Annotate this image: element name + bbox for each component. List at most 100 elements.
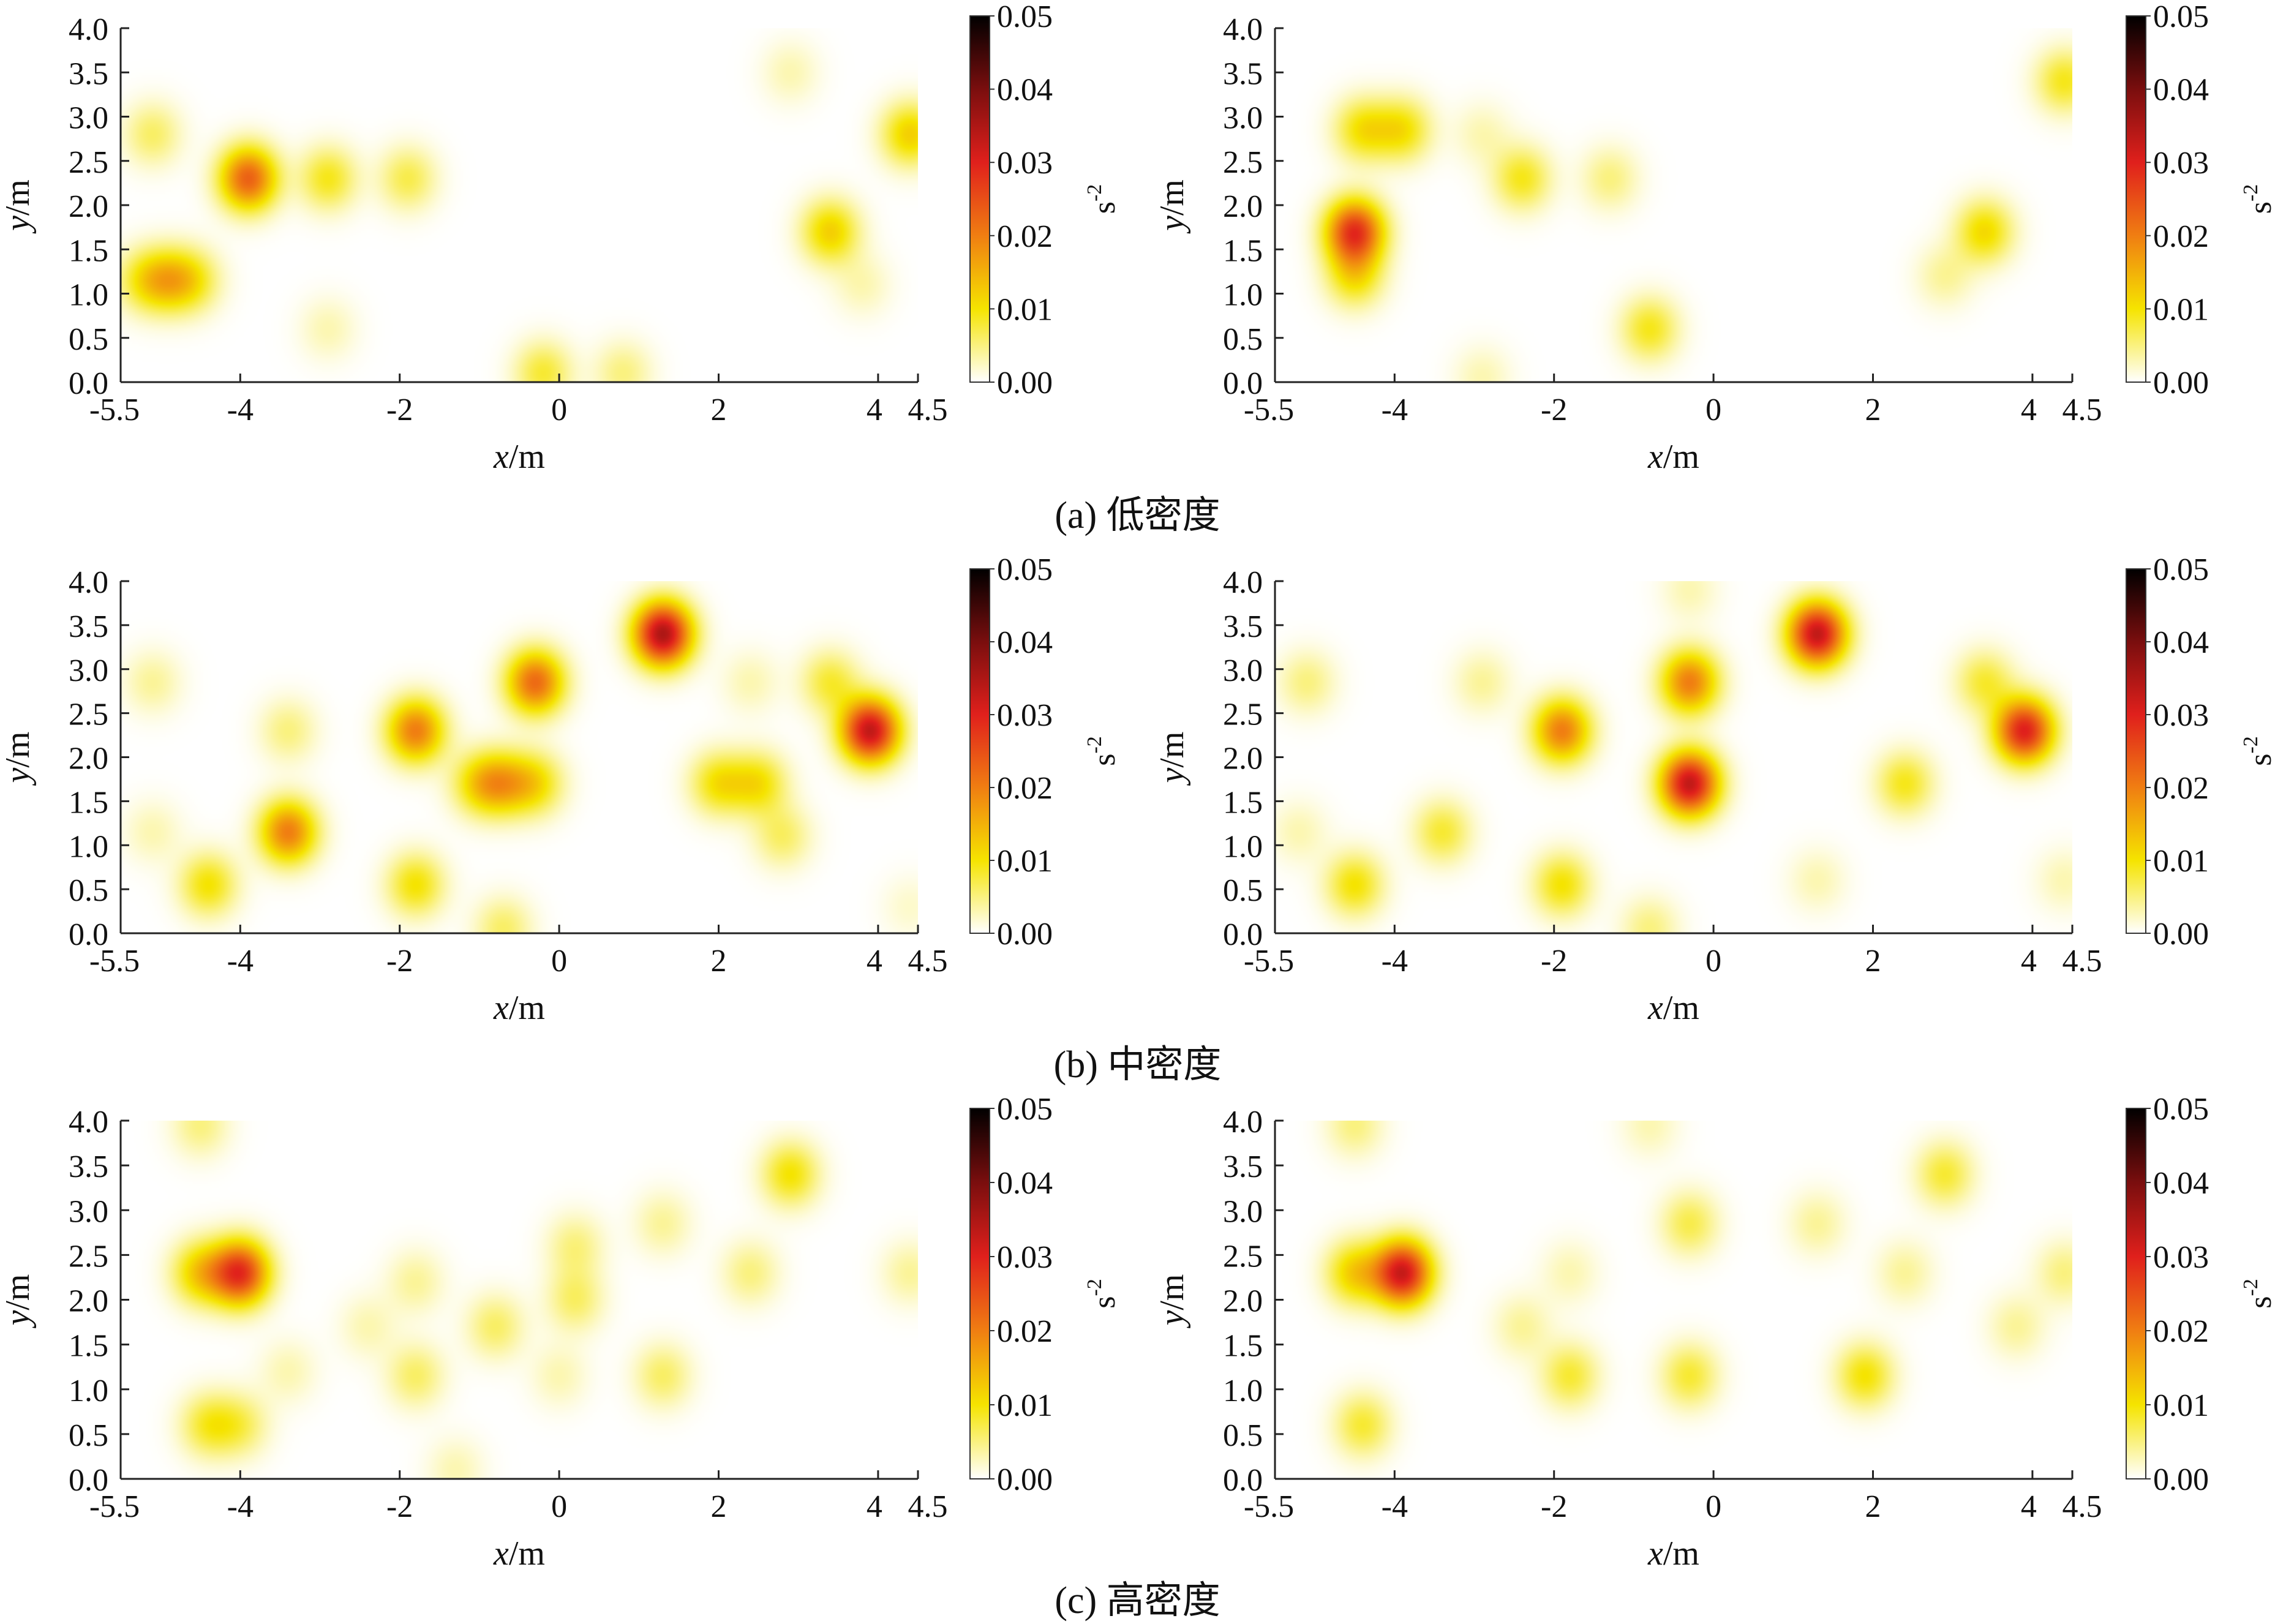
colorbar-tick-label: 0.01 (2153, 1388, 2209, 1423)
colorbar: 0.00 0.01 0.02 0.03 0.04 0.05 s-2 (969, 0, 1122, 400)
colorbar-tick-label: 0.03 (997, 698, 1053, 733)
y-tick-label: 1.5 (1223, 233, 1263, 268)
colorbar-tick-label: 0.04 (997, 1166, 1053, 1201)
x-axis-label: x/m (1647, 1535, 1699, 1573)
x-tick-label: 4.5 (2063, 393, 2102, 427)
x-tick-label: 2 (1865, 944, 1881, 979)
colorbar-tick-label: 0.00 (2153, 1462, 2209, 1497)
y-tick-label: 3.5 (69, 56, 108, 91)
y-tick-label: 2.0 (1223, 189, 1263, 224)
colorbar-tick-label: 0.05 (2153, 0, 2209, 34)
y-tick-label: 2.0 (1223, 742, 1263, 776)
colorbar-tick-label: 0.03 (2153, 698, 2209, 733)
colorbar: 0.00 0.01 0.02 0.03 0.04 0.05 s-2 (969, 552, 1122, 952)
y-axis-label: y/m (1153, 732, 1191, 786)
colorbar-tick-label: 0.04 (997, 73, 1053, 108)
y-tick-label: 3.5 (1223, 56, 1263, 91)
x-tick-label: 4.5 (908, 944, 948, 979)
y-tick-label: 3.0 (1223, 101, 1263, 136)
colorbar-tick-label: 0.00 (997, 1462, 1053, 1497)
x-tick-label: 4.5 (908, 1489, 948, 1524)
colorbar-tick-label: 0.01 (997, 292, 1053, 327)
y-tick-label: 3.5 (69, 609, 108, 644)
y-tick-label: 0.0 (1223, 917, 1263, 952)
y-tick-label: 1.0 (1223, 829, 1263, 864)
x-tick-label: -2 (1541, 393, 1567, 427)
y-tick-label: 0.5 (1223, 322, 1263, 357)
x-tick-label: -2 (1541, 944, 1567, 979)
x-tick-label: -4 (1382, 1489, 1408, 1524)
y-tick-label: 4.0 (69, 12, 108, 47)
x-tick-label: 0 (1705, 1489, 1721, 1524)
x-tick-label: 2 (711, 944, 727, 979)
colorbar-unit-label: s-2 (1083, 736, 1122, 766)
x-tick-label: -5.5 (1244, 944, 1294, 979)
y-tick-label: 3.0 (69, 653, 108, 688)
y-axis-label: y/m (1153, 179, 1191, 234)
y-tick-label: 2.5 (69, 697, 108, 732)
y-axis-label: y/m (0, 732, 37, 786)
x-tick-label: -2 (1541, 1489, 1567, 1524)
y-tick-label: 4.0 (69, 1105, 108, 1140)
colorbar-gradient (969, 568, 990, 934)
y-tick-label: 0.0 (1223, 366, 1263, 401)
y-tick-label: 0.5 (69, 1418, 108, 1453)
x-tick-label: -4 (1382, 393, 1408, 427)
x-tick-label: 4 (867, 393, 882, 427)
x-tick-label: 4 (2021, 393, 2037, 427)
colorbar-tick-label: 0.01 (2153, 292, 2209, 327)
y-tick-label: 3.5 (69, 1149, 108, 1184)
y-tick-label: 3.0 (1223, 1194, 1263, 1229)
colorbar-tick-label: 0.04 (2153, 73, 2209, 108)
y-tick-label: 3.0 (69, 101, 108, 136)
caption-c: (c) 高密度 (1055, 1580, 1220, 1622)
x-tick-label: -5.5 (1244, 1489, 1294, 1524)
y-tick-label: 2.5 (1223, 145, 1263, 180)
y-tick-label: 0.5 (69, 873, 108, 908)
colorbar-tick-label: 0.02 (997, 771, 1053, 806)
colorbar-unit-label: s-2 (2239, 1279, 2275, 1309)
y-tick-label: 4.0 (1223, 12, 1263, 47)
heatmap-panel-1: 0.0 0.5 1.0 1.5 2.0 2.5 3.0 3.5 4.0 -5.5 -4 -2 0 2 4 4.… (0, 0, 1122, 476)
heatmap-panel-3: 0.0 0.5 1.0 1.5 2.0 2.5 3.0 3.5 4.0 -5.5 -4 -2 0 2 4 4.… (0, 552, 1122, 1027)
y-tick-label: 2.0 (69, 189, 108, 224)
heatmap-field (121, 581, 918, 933)
colorbar-gradient (2126, 1108, 2146, 1479)
x-tick-label: 0 (551, 1489, 567, 1524)
y-tick-label: 2.5 (69, 1239, 108, 1274)
colorbar-tick-label: 0.02 (997, 219, 1053, 254)
colorbar-tick-label: 0.04 (2153, 625, 2209, 660)
x-axis-label: x/m (1647, 438, 1699, 476)
x-tick-label: 0 (551, 944, 567, 979)
y-tick-label: 4.0 (69, 565, 108, 600)
colorbar-tick-label: 0.04 (997, 625, 1053, 660)
x-tick-label: 2 (711, 1489, 727, 1524)
x-tick-label: 0 (1705, 393, 1721, 427)
x-tick-label: -5.5 (89, 1489, 140, 1524)
y-tick-label: 0.0 (1223, 1463, 1263, 1498)
colorbar-tick-label: 0.00 (2153, 366, 2209, 400)
y-tick-label: 1.5 (1223, 785, 1263, 820)
heatmap-panel-6: 0.0 0.5 1.0 1.5 2.0 2.5 3.0 3.5 4.0 -5.5 -4 -2 0 2 4 4.… (1153, 1092, 2275, 1573)
x-tick-label: -2 (386, 944, 413, 979)
y-tick-label: 1.5 (69, 233, 108, 268)
y-tick-label: 2.5 (69, 145, 108, 180)
colorbar-tick-label: 0.02 (997, 1314, 1053, 1349)
y-tick-label: 1.0 (69, 278, 108, 313)
colorbar-tick-label: 0.00 (997, 917, 1053, 952)
x-tick-label: -4 (227, 944, 254, 979)
x-tick-label: -4 (227, 393, 254, 427)
x-tick-label: 4.5 (2063, 944, 2102, 979)
x-tick-label: 0 (551, 393, 567, 427)
y-axis-label: y/m (1153, 1274, 1191, 1329)
colorbar-tick-label: 0.03 (2153, 146, 2209, 181)
y-tick-label: 0.0 (69, 917, 108, 952)
x-tick-label: 2 (1865, 393, 1881, 427)
x-tick-label: 4 (2021, 1489, 2037, 1524)
y-tick-label: 0.5 (1223, 1418, 1263, 1453)
y-tick-label: 0.5 (1223, 873, 1263, 908)
y-tick-label: 4.0 (1223, 1105, 1263, 1140)
colorbar-unit-label: s-2 (1083, 1279, 1122, 1309)
colorbar-tick-label: 0.00 (2153, 917, 2209, 952)
y-tick-label: 2.0 (1223, 1284, 1263, 1319)
